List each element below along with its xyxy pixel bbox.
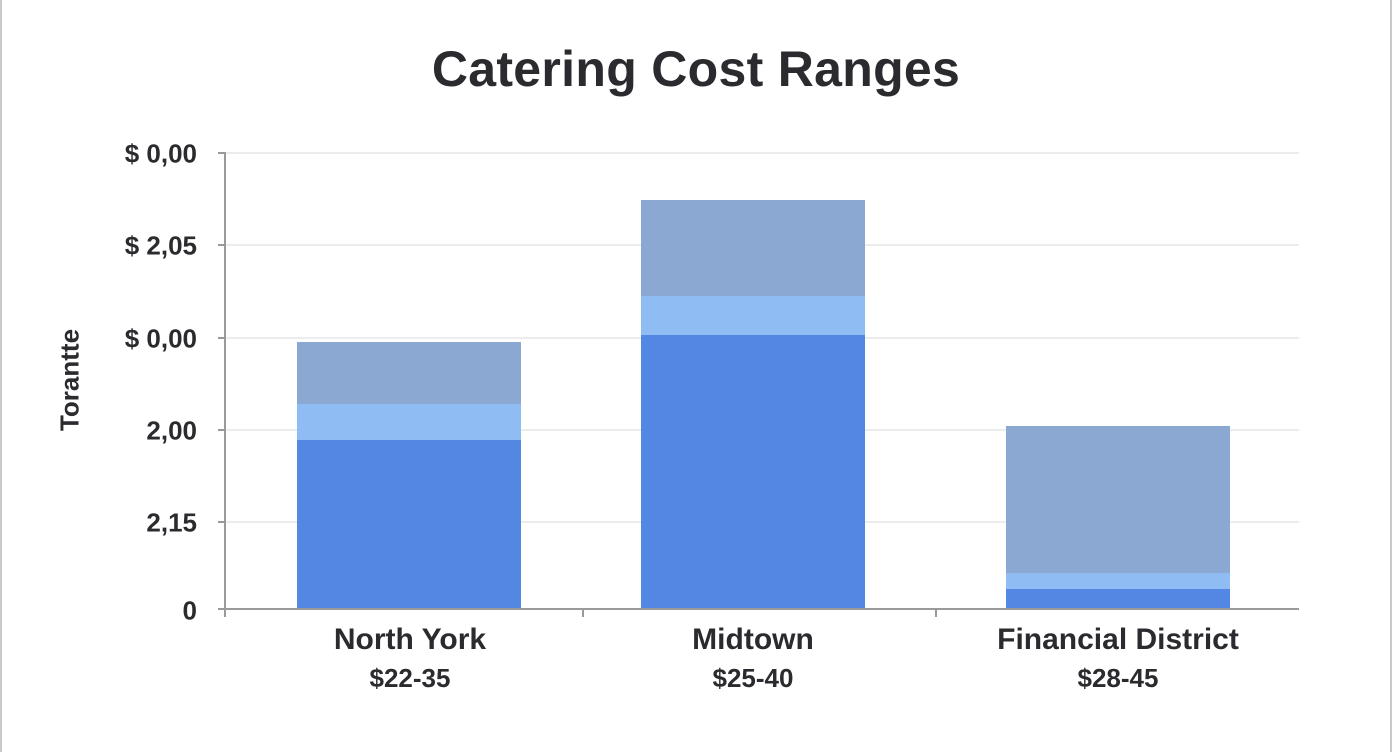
- category-name: North York: [333, 623, 487, 656]
- y-tick-label: $ 0,00: [124, 138, 197, 169]
- x-label-financial-district: Financial District $28-45: [938, 622, 1298, 698]
- y-tick-mark: [218, 429, 226, 431]
- bar-north-york[interactable]: [297, 342, 521, 609]
- y-tick-label: $ 2,05: [124, 230, 197, 261]
- bar-segment-base: [641, 335, 865, 609]
- y-tick-label: $ 0,00: [124, 323, 197, 354]
- x-tick-mark: [935, 608, 937, 617]
- bar-segment-middle: [297, 404, 521, 440]
- bar-financial-district[interactable]: [1006, 426, 1230, 609]
- category-name: Midtown: [692, 623, 814, 656]
- bar-segment-base: [297, 440, 521, 609]
- x-axis: [218, 608, 1299, 610]
- x-label-midtown: Midtown $25-40: [573, 622, 933, 698]
- y-axis: [224, 152, 226, 611]
- category-range: $25-40: [712, 663, 794, 693]
- category-range: $22-35: [369, 663, 451, 693]
- bar-segment-top: [641, 200, 865, 296]
- chart-title: Catering Cost Ranges: [431, 41, 961, 97]
- bar-midtown[interactable]: [641, 200, 865, 609]
- bar-segment-base: [1006, 589, 1230, 609]
- bar-segment-middle: [1006, 573, 1230, 589]
- y-tick-label: 2,15: [146, 507, 197, 538]
- x-tick-mark: [224, 608, 226, 617]
- y-tick-mark: [218, 337, 226, 339]
- y-tick-mark: [218, 244, 226, 246]
- bar-segment-middle: [641, 296, 865, 335]
- y-tick-mark: [218, 521, 226, 523]
- bar-segment-top: [1006, 426, 1230, 573]
- y-axis-title: Torantte: [54, 328, 85, 432]
- y-tick-label: 2,00: [146, 415, 197, 446]
- y-tick-mark: [218, 152, 226, 154]
- x-tick-mark: [582, 608, 584, 617]
- bar-segment-top: [297, 342, 521, 404]
- category-name: Financial District: [997, 623, 1239, 656]
- category-range: $28-45: [1077, 663, 1159, 693]
- x-label-north-york: North York $22-35: [230, 622, 590, 698]
- gridline: [226, 152, 1299, 154]
- y-tick-label: 0: [182, 595, 197, 626]
